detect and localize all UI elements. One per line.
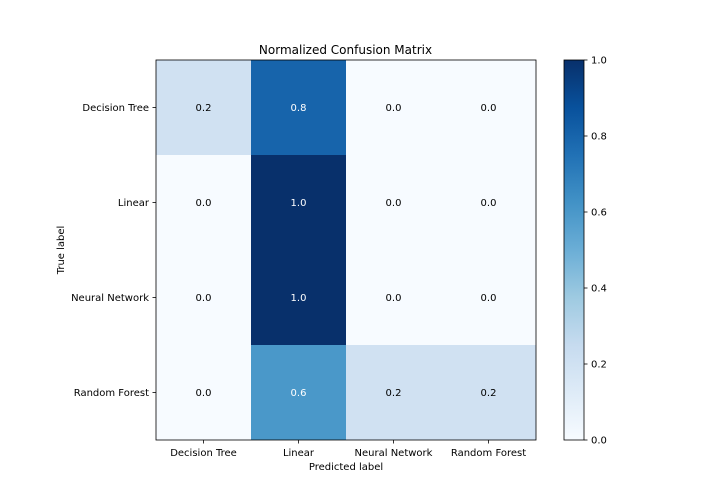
heatmap-cell bbox=[156, 155, 251, 250]
heatmap-cell bbox=[441, 345, 536, 440]
y-tick-label: Decision Tree bbox=[82, 103, 149, 114]
cell-value-label: 0.2 bbox=[481, 388, 497, 399]
cell-value-label: 0.0 bbox=[196, 388, 212, 399]
colorbar-tick-label: 0.2 bbox=[591, 360, 607, 371]
colorbar-ticks: 0.0 0.2 0.4 0.6 0.8 1.0 bbox=[584, 56, 607, 447]
y-tick-label: Neural Network bbox=[71, 293, 149, 304]
x-tick-label: Linear bbox=[283, 448, 315, 459]
colorbar-tick-label: 0.6 bbox=[591, 208, 607, 219]
x-tick-label: Decision Tree bbox=[170, 448, 237, 459]
heatmap-cells: 0.2 0.8 0.0 0.0 0.0 1.0 0.0 0.0 0.0 1.0 0.0 0.0 0.0 0… bbox=[156, 60, 536, 440]
colorbar-gradient bbox=[563, 59, 585, 441]
cell-value-label: 0.0 bbox=[386, 198, 402, 209]
colorbar-tick-label: 0.8 bbox=[591, 132, 607, 143]
heatmap-cell bbox=[156, 60, 251, 155]
cell-value-label: 0.0 bbox=[481, 198, 497, 209]
x-tick-label: Neural Network bbox=[355, 448, 433, 459]
cell-value-label: 1.0 bbox=[291, 198, 307, 209]
cell-value-label: 0.6 bbox=[291, 388, 307, 399]
heatmap-cell bbox=[441, 155, 536, 250]
cell-value-label: 1.0 bbox=[291, 293, 307, 304]
x-axis: Decision Tree Linear Neural Network Random … bbox=[170, 440, 526, 459]
cell-value-label: 0.0 bbox=[481, 293, 497, 304]
colorbar-tick-label: 1.0 bbox=[591, 56, 607, 67]
y-axis: Decision Tree Linear Neural Network Random … bbox=[71, 103, 156, 399]
cell-value-label: 0.0 bbox=[481, 103, 497, 114]
cell-value-label: 0.8 bbox=[291, 103, 307, 114]
x-tick-label: Random Forest bbox=[451, 448, 526, 459]
heatmap-cell bbox=[346, 345, 441, 440]
y-tick-label: Linear bbox=[118, 198, 150, 209]
x-axis-label: Predicted label bbox=[309, 462, 383, 473]
cell-value-label: 0.0 bbox=[386, 293, 402, 304]
chart-title: Normalized Confusion Matrix bbox=[259, 43, 432, 57]
cell-value-label: 0.0 bbox=[196, 198, 212, 209]
y-tick-label: Random Forest bbox=[74, 388, 149, 399]
heatmap-cell bbox=[251, 250, 346, 345]
colorbar-tick-label: 0.0 bbox=[591, 436, 607, 447]
heatmap-cell bbox=[346, 250, 441, 345]
heatmap-cell bbox=[156, 250, 251, 345]
cell-value-label: 0.2 bbox=[386, 388, 402, 399]
colorbar: 0.0 0.2 0.4 0.6 0.8 1.0 bbox=[563, 56, 607, 447]
heatmap-cell bbox=[441, 250, 536, 345]
cell-value-label: 0.0 bbox=[386, 103, 402, 114]
heatmap-cell bbox=[346, 155, 441, 250]
cell-value-label: 0.2 bbox=[196, 103, 212, 114]
colorbar-tick-label: 0.4 bbox=[591, 284, 607, 295]
heatmap-cell bbox=[251, 155, 346, 250]
heatmap-cell bbox=[156, 345, 251, 440]
y-axis-label: True label bbox=[56, 226, 67, 276]
cell-value-label: 0.0 bbox=[196, 293, 212, 304]
plot-frame bbox=[155, 59, 537, 441]
heatmap-cell bbox=[251, 345, 346, 440]
heatmap-cell bbox=[346, 60, 441, 155]
heatmap-cell bbox=[251, 60, 346, 155]
heatmap-cell bbox=[441, 60, 536, 155]
